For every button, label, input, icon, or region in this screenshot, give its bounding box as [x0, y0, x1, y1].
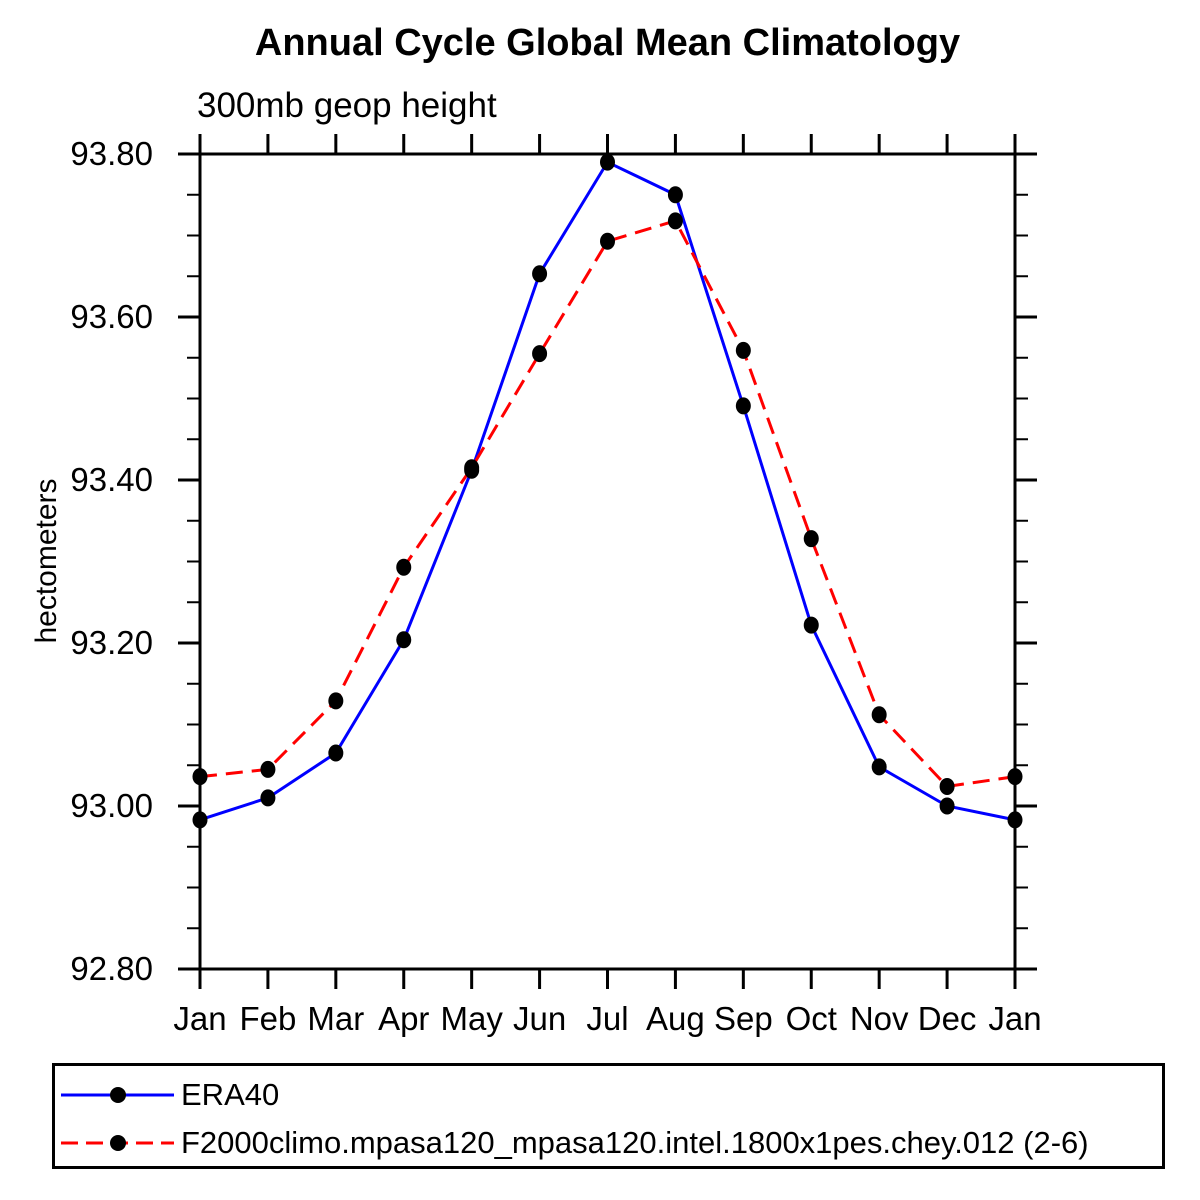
model-point-May	[464, 459, 480, 477]
x-tick-label-Apr-3: Apr	[378, 1000, 430, 1037]
x-tick-label-Oct-9: Oct	[785, 1000, 837, 1037]
x-tick-label-Sep-8: Sep	[713, 1000, 773, 1037]
model-point-Mar	[328, 692, 344, 710]
x-tick-label-Aug-7: Aug	[646, 1000, 705, 1037]
era40-point-Dec	[939, 797, 955, 815]
era40-point-Nov	[871, 758, 887, 776]
y-tick-label-93.20: 93.20	[70, 624, 153, 661]
y-tick-label-93.60: 93.60	[70, 298, 153, 335]
model-point-Nov	[871, 706, 887, 724]
x-tick-label-Dec-11: Dec	[917, 1000, 977, 1037]
plot-frame	[198, 152, 1017, 971]
legend-sample-dashed-line	[61, 1135, 174, 1151]
chart-title: Annual Cycle Global Mean Climatology	[254, 22, 961, 64]
x-tick-label-May-4: May	[440, 1000, 503, 1037]
model-point-Apr	[396, 558, 412, 576]
y-tick-label-93.40: 93.40	[70, 461, 153, 498]
y-tick-label-93.80: 93.80	[70, 135, 153, 172]
model-point-Oct	[803, 530, 819, 548]
era40-point-Mar	[328, 744, 344, 762]
era40-line	[199, 160, 1016, 822]
model-point-Jun	[532, 345, 548, 363]
x-tick-label-Feb-1: Feb	[239, 1000, 297, 1037]
era40-point-Feb	[260, 789, 276, 807]
chart-subtitle: 300mb geop height	[197, 86, 497, 125]
era40-point-Oct	[803, 616, 819, 634]
legend-marker-dot	[110, 1087, 126, 1103]
model-point-Jan	[192, 768, 208, 786]
model-point-Jul	[600, 232, 615, 250]
x-tick-label-Jan-0: Jan	[173, 1000, 227, 1037]
era40-point-Jan	[1007, 811, 1023, 829]
x-tick-label-Mar-2: Mar	[307, 1000, 365, 1037]
era40-point-Apr	[396, 631, 412, 649]
legend-entry-f2000climo: F2000climo.mpasa120_mpasa120.intel.1800x…	[58, 1125, 1089, 1160]
model-point-Aug	[667, 212, 683, 230]
model-line	[199, 219, 1016, 789]
x-tick-label-Jul-6: Jul	[586, 1000, 629, 1037]
era40-point-Jun	[532, 265, 548, 283]
era40-point-Jul	[600, 153, 615, 171]
x-tick-label-Jan-12: Jan	[988, 1000, 1042, 1037]
era40-point-Jan	[192, 811, 208, 829]
era40-point-Aug	[667, 186, 683, 204]
legend-entry-era40: ERA40	[58, 1077, 280, 1112]
legend: ERA40 F2000climo.mpasa120_mpasa120.intel…	[52, 1063, 1165, 1169]
legend-label-era40: ERA40	[181, 1077, 280, 1112]
legend-label-f2000climo: F2000climo.mpasa120_mpasa120.intel.1800x…	[181, 1125, 1089, 1160]
model-point-Dec	[939, 777, 955, 795]
model-point-Feb	[260, 760, 276, 778]
legend-marker-dot	[110, 1135, 126, 1151]
x-tick-label-Jun-5: Jun	[512, 1000, 567, 1037]
legend-sample-solid-line	[61, 1087, 174, 1103]
x-tick-label-Nov-10: Nov	[849, 1000, 909, 1037]
model-point-Sep	[735, 341, 751, 359]
y-tick-label-93.00: 93.00	[70, 787, 153, 824]
model-point-Jan	[1007, 768, 1023, 786]
y-tick-label-92.80: 92.80	[70, 950, 153, 987]
era40-point-Sep	[735, 397, 751, 415]
